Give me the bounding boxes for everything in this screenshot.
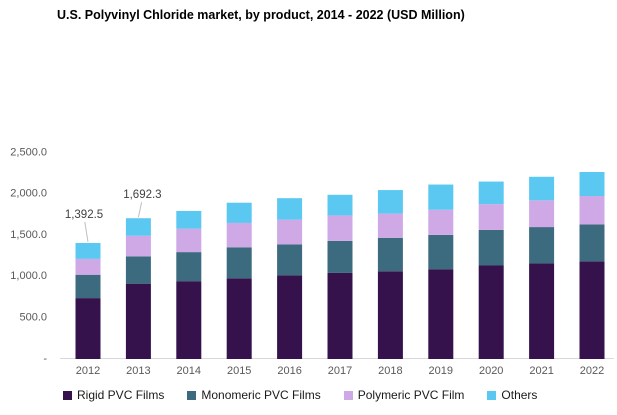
bar-segment-polymeric-pvc-film-2014	[176, 228, 202, 253]
legend: Rigid PVC Films Monomeric PVC Films Polyme…	[63, 388, 537, 402]
legend-item-polymeric-pvc-film: Polymeric PVC Film	[343, 388, 465, 402]
bar-segment-rigid-pvc-films-2018	[377, 271, 403, 359]
bar-segment-rigid-pvc-films-2015	[226, 278, 252, 359]
bar-segment-polymeric-pvc-film-2013	[125, 235, 151, 257]
data-label-leader-line	[84, 221, 89, 243]
bar-segment-polymeric-pvc-film-2017	[327, 215, 353, 241]
bar-segment-rigid-pvc-films-2019	[428, 269, 454, 359]
y-axis-tick-label: 500.0	[19, 312, 47, 324]
x-axis-tick-label-2021: 2021	[529, 365, 553, 377]
bar-segment-others-2017	[327, 194, 353, 216]
bar-segment-monomeric-pvc-films-2022	[579, 224, 605, 262]
bar-segment-monomeric-pvc-films-2021	[529, 227, 555, 264]
x-axis-tick-label-2017: 2017	[328, 365, 352, 377]
bar-segment-others-2015	[226, 202, 252, 223]
bar-segment-rigid-pvc-films-2016	[277, 275, 303, 359]
bar-segment-monomeric-pvc-films-2019	[428, 234, 454, 270]
bar-segment-monomeric-pvc-films-2017	[327, 240, 353, 273]
bar-segment-monomeric-pvc-films-2012	[75, 274, 101, 299]
bar-segment-polymeric-pvc-film-2019	[428, 209, 454, 235]
bar-segment-polymeric-pvc-film-2016	[277, 219, 303, 245]
legend-label-rigid-pvc-films: Rigid PVC Films	[77, 388, 165, 402]
bar-segment-rigid-pvc-films-2017	[327, 272, 353, 359]
bar-segment-polymeric-pvc-film-2015	[226, 222, 252, 248]
x-axis-tick-label-2014: 2014	[177, 365, 201, 377]
legend-swatch-monomeric-pvc-films	[187, 390, 197, 400]
legend-label-monomeric-pvc-films: Monomeric PVC Films	[201, 388, 321, 402]
bar-segment-others-2014	[176, 210, 202, 229]
x-axis-tick-label-2015: 2015	[227, 365, 251, 377]
bar-segment-rigid-pvc-films-2022	[579, 261, 605, 359]
legend-item-rigid-pvc-films: Rigid PVC Films	[63, 388, 164, 402]
x-axis-tick-label-2022: 2022	[580, 365, 604, 377]
bar-segment-others-2022	[579, 171, 605, 197]
bar-segment-rigid-pvc-films-2021	[529, 263, 555, 359]
bar-segment-rigid-pvc-films-2020	[478, 265, 504, 359]
bar-segment-polymeric-pvc-film-2022	[579, 196, 605, 225]
legend-label-others: Others	[501, 388, 538, 402]
x-axis-tick-label-2013: 2013	[126, 365, 150, 377]
y-axis-tick-label: 2,000.0	[10, 188, 47, 200]
data-label-2013: 1,692.3	[123, 189, 161, 201]
bar-segment-polymeric-pvc-film-2012	[75, 258, 101, 275]
bar-segment-rigid-pvc-films-2014	[176, 281, 202, 359]
bar-segment-others-2012	[75, 242, 101, 259]
bar-segment-polymeric-pvc-film-2020	[478, 204, 504, 230]
bar-segment-others-2016	[277, 198, 303, 220]
chart-title: U.S. Polyvinyl Chloride market, by produ…	[57, 8, 465, 22]
x-axis-tick-label-2016: 2016	[277, 365, 301, 377]
data-label-2012: 1,392.5	[65, 209, 103, 221]
legend-label-polymeric-pvc-film: Polymeric PVC Film	[357, 388, 465, 402]
y-axis-tick-label: 2,500.0	[10, 146, 47, 158]
bar-segment-monomeric-pvc-films-2018	[377, 237, 403, 272]
y-axis-tick-label: 1,000.0	[10, 270, 47, 282]
bar-segment-monomeric-pvc-films-2014	[176, 252, 202, 282]
legend-swatch-rigid-pvc-films	[63, 390, 72, 400]
legend-swatch-polymeric-pvc-film	[343, 390, 353, 400]
x-axis-tick-label-2019: 2019	[429, 365, 453, 377]
bar-segment-polymeric-pvc-film-2018	[377, 213, 403, 238]
data-label-leader-line	[137, 202, 143, 218]
x-axis-tick-label-2018: 2018	[378, 365, 402, 377]
bar-segment-monomeric-pvc-films-2015	[226, 247, 252, 279]
legend-item-monomeric-pvc-films: Monomeric PVC Films	[187, 388, 321, 402]
bar-segment-others-2020	[478, 181, 504, 205]
y-axis-tick-label: 1,500.0	[10, 229, 47, 241]
bar-segment-polymeric-pvc-film-2021	[529, 200, 555, 228]
y-axis-tick-label: -	[43, 353, 47, 365]
bar-segment-rigid-pvc-films-2012	[75, 298, 101, 359]
bar-segment-others-2013	[125, 218, 151, 236]
x-axis-tick-label-2020: 2020	[479, 365, 503, 377]
bar-segment-monomeric-pvc-films-2016	[277, 244, 303, 276]
legend-swatch-others	[487, 390, 497, 400]
bar-segment-monomeric-pvc-films-2020	[478, 229, 504, 266]
legend-item-others: Others	[487, 388, 537, 402]
bar-segment-rigid-pvc-films-2013	[125, 283, 151, 359]
bar-segment-others-2019	[428, 184, 454, 210]
bar-segment-monomeric-pvc-films-2013	[125, 256, 151, 284]
x-axis-tick-label-2012: 2012	[76, 365, 100, 377]
bar-segment-others-2021	[529, 176, 555, 201]
bar-segment-others-2018	[377, 190, 403, 214]
